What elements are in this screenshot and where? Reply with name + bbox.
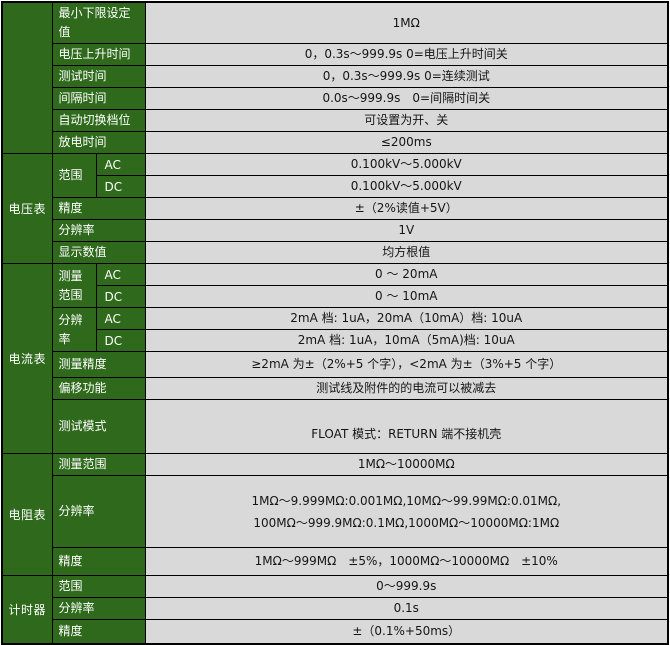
row-label-display-value: 显示数值 <box>51 241 146 264</box>
table-row: 精度 1MΩ～999MΩ ±5%，1000MΩ～10000MΩ ±10% <box>2 547 669 576</box>
row-value: 0.100kV～5.000kV <box>144 175 669 198</box>
table-row: 精度 ±（2%读值+5V） <box>2 197 669 220</box>
row-value-line1: 1MΩ～9.999MΩ:0.001MΩ,10MΩ～99.99MΩ:0.01MΩ, <box>251 493 562 508</box>
row-label-measure-range: 测量范围 <box>51 263 97 308</box>
table-row: 分辨率 0.1s <box>2 597 669 620</box>
row-value: 0～999.9s <box>144 575 669 598</box>
row-label-min-lower-limit: 最小下限设定值 <box>51 1 146 44</box>
row-value: FLOAT 模式：RETURN 端不接机壳 <box>144 399 669 454</box>
row-label-resolution: 分辨率 <box>51 219 146 242</box>
table-row: 电阻表 测量范围 1MΩ～10000MΩ <box>1 453 669 576</box>
category-cell-ohmmeter: 电阻表 <box>1 453 53 576</box>
row-label-test-mode: 测试模式 <box>51 399 146 454</box>
row-label-accuracy: 精度 <box>51 547 146 576</box>
table-row: 电流表 测量范围 AC 0 ～ 20mA <box>1 263 669 454</box>
category-cell-empty <box>1 1 53 154</box>
row-value: ≥2mA 为±（2%+5 个字），<2mA 为±（3%+5 个字） <box>144 351 669 378</box>
row-value: 测试线及附件的的电流可以被减去 <box>144 377 669 400</box>
subrow-label-ac: AC <box>95 153 146 176</box>
subrow-label-ac: AC <box>95 307 146 330</box>
table-row: 计时器 范围 0～999.9s <box>1 575 669 644</box>
row-value: 2mA 档: 1uA，20mA（10mA）档: 10uA <box>144 307 669 330</box>
row-label-range: 范围 <box>51 153 97 198</box>
table-row: DC 0.100kV～5.000kV <box>2 175 669 198</box>
row-label-resolution: 分辨率 <box>51 475 146 548</box>
row-label-voltage-rise-time: 电压上升时间 <box>51 43 146 66</box>
category-cell-timer: 计时器 <box>1 575 53 644</box>
row-value: 0，0.3s～999.9s 0=电压上升时间关 <box>144 43 669 66</box>
row-value: 1MΩ <box>144 1 669 44</box>
row-value: ≤200ms <box>144 131 669 154</box>
table-row: 分辨率 1MΩ～9.999MΩ:0.001MΩ,10MΩ～99.99MΩ:0.0… <box>2 475 669 548</box>
table-row: 自动切换档位 可设置为开、关 <box>2 109 669 132</box>
row-value: 可设置为开、关 <box>144 109 669 132</box>
table-row: 分辨率 1V <box>2 219 669 242</box>
table-row: 显示数值 均方根值 <box>2 241 669 264</box>
row-label-measure-accuracy: 测量精度 <box>51 351 146 378</box>
subrow-label-dc: DC <box>95 175 146 198</box>
table-row: 最小下限设定值 1MΩ <box>1 1 669 154</box>
row-label-auto-range: 自动切换档位 <box>51 109 146 132</box>
row-value: 0.0s～999.9s 0=间隔时间关 <box>144 87 669 110</box>
category-cell-ammeter: 电流表 <box>1 263 53 454</box>
row-value: 0 ～ 10mA <box>144 285 669 308</box>
table-row: 分辨率 AC 2mA 档: 1uA，20mA（10mA）档: 10uA <box>2 307 669 352</box>
subrow-label-ac: AC <box>95 263 146 286</box>
table-row: DC 2mA 档: 1uA，10mA（5mA)档: 10uA <box>2 329 669 352</box>
table-row: 间隔时间 0.0s～999.9s 0=间隔时间关 <box>2 87 669 110</box>
row-label-test-time: 测试时间 <box>51 65 146 88</box>
row-label-range: 范围 <box>51 575 146 598</box>
category-cell-voltmeter: 电压表 <box>1 153 53 264</box>
row-value: 0，0.3s～999.9s 0=连续测试 <box>144 65 669 88</box>
row-value: ±（2%读值+5V） <box>144 197 669 220</box>
row-value: 1MΩ～10000MΩ <box>144 453 669 476</box>
subrow-label-dc: DC <box>95 285 146 308</box>
row-value: 1V <box>144 219 669 242</box>
table-row: 偏移功能 测试线及附件的的电流可以被减去 <box>2 377 669 400</box>
row-value: 1MΩ～9.999MΩ:0.001MΩ,10MΩ～99.99MΩ:0.01MΩ,… <box>144 475 669 548</box>
row-label-accuracy: 精度 <box>51 197 146 220</box>
row-value: 均方根值 <box>144 241 669 264</box>
row-value: ±（0.1%+50ms） <box>144 619 669 644</box>
row-label-interval-time: 间隔时间 <box>51 87 146 110</box>
table-row: 测试时间 0，0.3s～999.9s 0=连续测试 <box>2 65 669 88</box>
row-label-discharge-time: 放电时间 <box>51 131 146 154</box>
table-row: DC 0 ～ 10mA <box>2 285 669 308</box>
row-label-measure-range: 测量范围 <box>51 453 146 476</box>
row-value: 2mA 档: 1uA，10mA（5mA)档: 10uA <box>144 329 669 352</box>
table-row: 测量精度 ≥2mA 为±（2%+5 个字），<2mA 为±（3%+5 个字） <box>2 351 669 378</box>
row-label-accuracy: 精度 <box>51 619 146 644</box>
row-label-resolution: 分辨率 <box>51 597 146 620</box>
table-row: 精度 ±（0.1%+50ms） <box>2 619 669 644</box>
row-value: 0 ～ 20mA <box>144 263 669 286</box>
subrow-label-dc: DC <box>95 329 146 352</box>
row-value: 1MΩ～999MΩ ±5%，1000MΩ～10000MΩ ±10% <box>144 547 669 576</box>
row-label-offset-function: 偏移功能 <box>51 377 146 400</box>
row-label-resolution: 分辨率 <box>51 307 97 352</box>
table-row: 电压上升时间 0，0.3s～999.9s 0=电压上升时间关 <box>2 43 669 66</box>
row-value-line2: 100MΩ～999.9MΩ:0.1MΩ,1000MΩ～10000MΩ:1MΩ <box>253 515 560 530</box>
row-value: 0.1s <box>144 597 669 620</box>
table-row: 电压表 范围 AC 0.100kV～5.000kV <box>1 153 669 264</box>
row-value: 0.100kV～5.000kV <box>144 153 669 176</box>
table-row: 放电时间 ≤200ms <box>2 131 669 154</box>
table-row: 测试模式 FLOAT 模式：RETURN 端不接机壳 <box>2 399 669 454</box>
